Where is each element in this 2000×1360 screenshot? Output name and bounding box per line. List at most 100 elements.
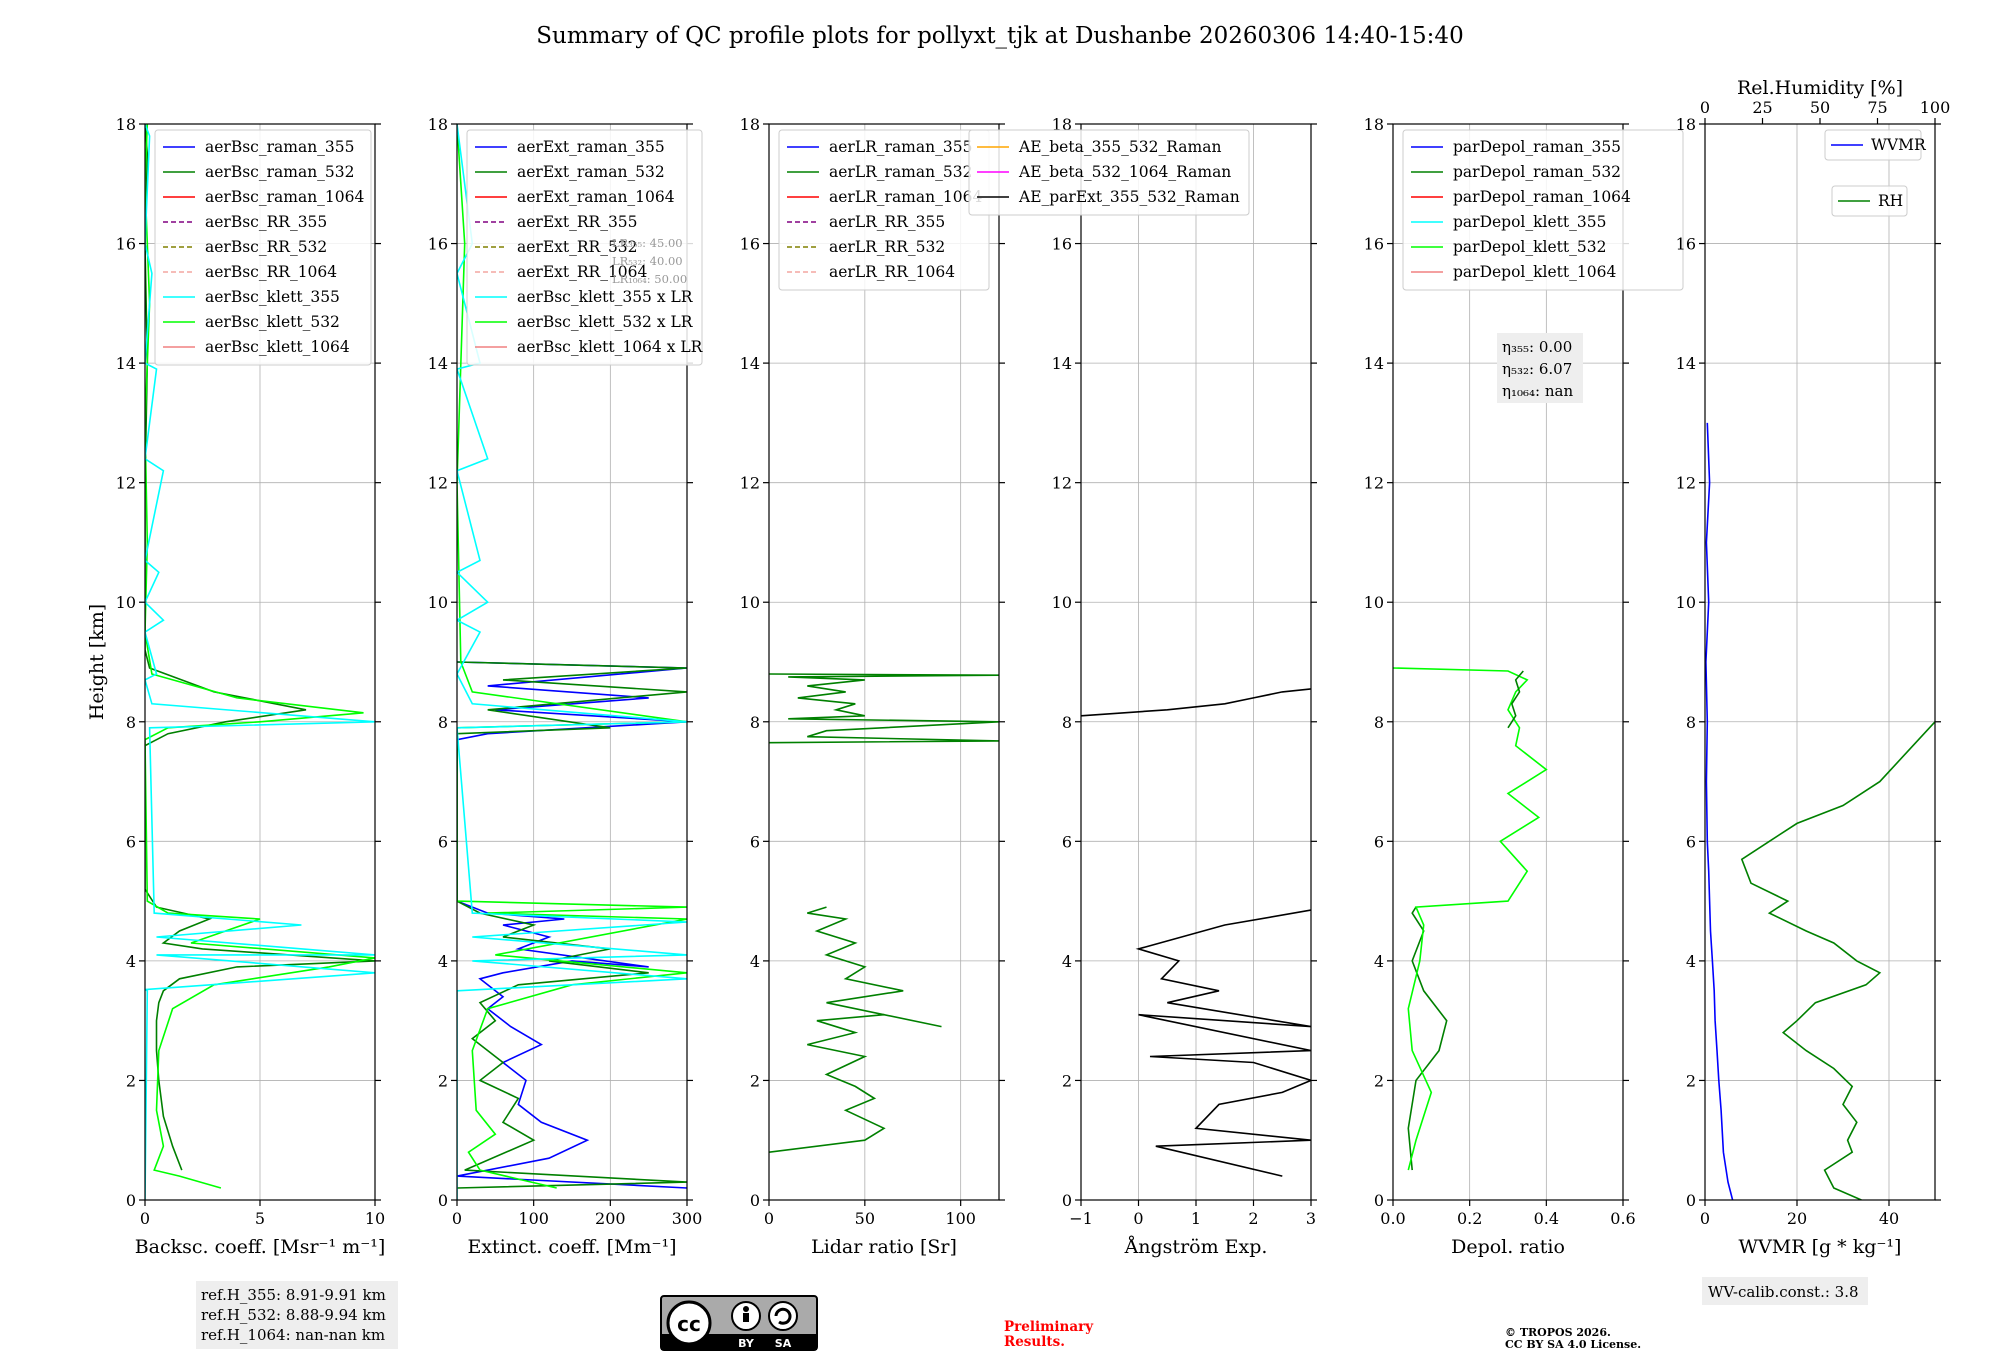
series-aerBsc_klett_532 x LR [457, 124, 687, 1189]
svg-text:cc: cc [677, 1312, 701, 1336]
legend-entry: aerBsc_klett_1064 [205, 338, 350, 356]
y-tick-label: 0 [126, 1191, 136, 1210]
x-tick-label: 1 [1191, 1209, 1201, 1228]
y-tick-label: 0 [750, 1191, 760, 1210]
y-tick-label: 8 [750, 713, 760, 732]
y-tick-label: 2 [1686, 1071, 1696, 1090]
x-tick-label: 0 [452, 1209, 462, 1228]
y-tick-label: 16 [1364, 235, 1384, 254]
lr-value: LR₁₀₆₄: 50.00 [612, 272, 687, 286]
y-tick-label: 10 [740, 593, 760, 612]
y-tick-label: 6 [126, 832, 136, 851]
x-tick-label: 0 [764, 1209, 774, 1228]
top-x-tick-label: 25 [1752, 98, 1772, 117]
sa-icon [768, 1301, 798, 1331]
x-tick-label: 0 [140, 1209, 150, 1228]
legend-entry: aerBsc_raman_355 [205, 138, 355, 156]
y-tick-label: 4 [750, 952, 760, 971]
legend-entry: aerBsc_RR_1064 [205, 263, 337, 281]
legend-entry: aerLR_RR_355 [829, 213, 945, 231]
legend-entry: aerLR_RR_1064 [829, 263, 955, 281]
eta-value: η₁₀₆₄: nan [1502, 382, 1573, 400]
series-aerLR_raman_532 [769, 906, 942, 1153]
y-tick-label: 4 [1374, 952, 1384, 971]
wv-calib-value: WV-calib.const.: 3.8 [1708, 1283, 1859, 1301]
legend-entry: aerBsc_RR_355 [205, 213, 327, 231]
series-aerExt_raman_532 [457, 661, 687, 1189]
y-tick-label: 14 [1676, 354, 1696, 373]
y-tick-label: 2 [1062, 1071, 1072, 1090]
ref-height-box [196, 1281, 398, 1349]
legend-entry: aerBsc_klett_532 x LR [517, 313, 694, 331]
x-axis-label: Ångström Exp. [1124, 1236, 1268, 1258]
x-tick-label: 0.0 [1380, 1209, 1405, 1228]
cc-icon [666, 1300, 712, 1346]
series-group [769, 673, 999, 1153]
y-tick-label: 2 [750, 1071, 760, 1090]
y-tick-label: 10 [1364, 593, 1384, 612]
legend-entry: aerExt_raman_532 [517, 163, 665, 181]
y-tick-label: 6 [750, 832, 760, 851]
legend-entry: parDepol_klett_532 [1453, 238, 1606, 256]
legend-entry: aerBsc_raman_1064 [205, 188, 365, 206]
legend-entry: parDepol_klett_355 [1453, 213, 1606, 231]
axes-frame [768, 123, 1000, 1201]
y-tick-label: 0 [438, 1191, 448, 1210]
calib-box [1702, 1277, 1868, 1305]
legend-entry: aerExt_RR_532 [517, 238, 638, 256]
y-tick-label: 4 [1062, 952, 1072, 971]
legend-entry: aerLR_raman_1064 [829, 188, 982, 206]
y-tick-label: 12 [740, 474, 760, 493]
x-tick-label: 3 [1306, 1209, 1316, 1228]
lr-value: LR₅₃₂: 40.00 [612, 254, 683, 268]
axes-frame [1392, 123, 1624, 1201]
series-group [145, 124, 375, 1200]
top-x-tick-label: 0 [1700, 98, 1710, 117]
ref-height-value: ref.H_1064: nan-nan km [201, 1326, 385, 1344]
y-tick-label: 14 [116, 354, 136, 373]
x-axis-label: Depol. ratio [1451, 1236, 1565, 1258]
preliminary-line-2: Results. [1004, 1334, 1065, 1350]
y-tick-label: 8 [438, 713, 448, 732]
legend-box [154, 129, 372, 366]
legend-entry: aerLR_raman_532 [829, 163, 972, 181]
series-parDepol_klett_532 [1393, 667, 1548, 1171]
x-tick-label: 20 [1787, 1209, 1807, 1228]
series-RH [1740, 721, 1935, 1200]
y-tick-label: 12 [428, 474, 448, 493]
panel-depol: 0 2 4 6 8 10 12 14 16 18 0.0 0.2 0.4 0.6 Depol. ratio p… [1364, 115, 1684, 1258]
y-tick-label: 4 [126, 952, 136, 971]
x-tick-label: 100 [518, 1209, 549, 1228]
legend-box [1824, 129, 1922, 161]
x-tick-label: 0.4 [1534, 1209, 1559, 1228]
series-aerBsc_klett_355 x LR [457, 124, 687, 1200]
legend-entry: aerBsc_RR_532 [205, 238, 327, 256]
series-aerBsc_klett_532 [145, 124, 375, 1189]
eta-value: η₅₃₂: 6.07 [1502, 360, 1572, 378]
y-tick-label: 14 [1364, 354, 1384, 373]
series-parDepol_raman_532 [1407, 906, 1448, 1171]
legend-entry: aerExt_raman_1064 [517, 188, 675, 206]
legend-entry: parDepol_raman_355 [1453, 138, 1621, 156]
series-AE_parExt_355_532_Raman [1135, 909, 1311, 1177]
copyright-line-2: CC BY SA 4.0 License. [1505, 1338, 1641, 1351]
x-tick-label: 0.6 [1610, 1209, 1635, 1228]
y-tick-label: 6 [1062, 832, 1072, 851]
x-axis-label: Lidar ratio [Sr] [811, 1236, 957, 1258]
legend-entry: aerExt_RR_355 [517, 213, 638, 231]
y-tick-label: 8 [126, 713, 136, 732]
y-tick-label: 12 [116, 474, 136, 493]
y-tick-label: 18 [740, 115, 760, 134]
series-group [1705, 422, 1935, 1200]
panel-extinction: 0 2 4 6 8 10 12 14 16 18 0 100 200 300 Extinct. coeff.… [428, 115, 704, 1258]
y-tick-label: 16 [116, 235, 136, 254]
y-tick-label: 8 [1374, 713, 1384, 732]
series-WVMR [1705, 422, 1734, 1200]
y-tick-label: 0 [1374, 1191, 1384, 1210]
y-tick-label: 8 [1686, 713, 1696, 732]
legend-entry: aerBsc_klett_1064 x LR [517, 338, 704, 356]
y-tick-label: 14 [428, 354, 448, 373]
x-axis-label: Extinct. coeff. [Mm⁻¹] [467, 1236, 676, 1258]
